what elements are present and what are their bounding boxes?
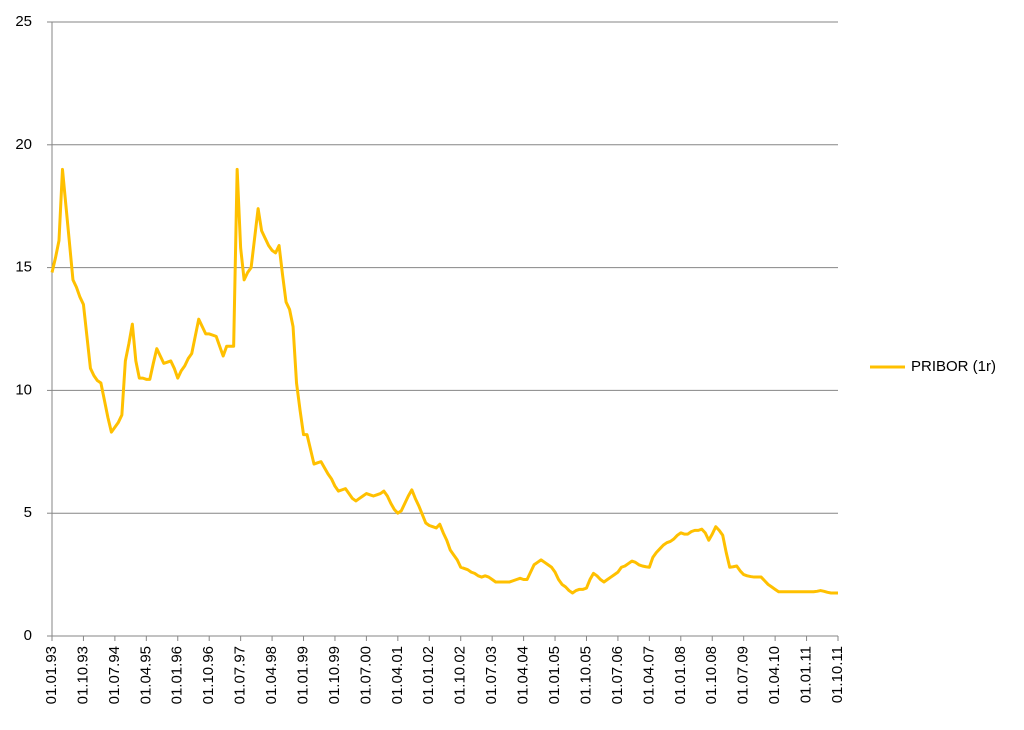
- x-tick-label: 01.10.02: [452, 646, 469, 704]
- x-tick-label: 01.04.95: [137, 646, 154, 704]
- x-tick-label: 01.10.93: [74, 646, 91, 704]
- x-tick-label: 01.07.97: [232, 646, 249, 704]
- x-tick-label: 01.07.00: [357, 646, 374, 704]
- x-tick-label: 01.10.96: [200, 646, 217, 704]
- x-tick-label: 01.01.08: [672, 646, 689, 704]
- x-tick-label: 01.10.05: [577, 646, 594, 704]
- x-tick-label: 01.07.94: [106, 646, 123, 704]
- x-tick-label: 01.04.04: [515, 646, 532, 704]
- x-tick-label: 01.07.03: [483, 646, 500, 704]
- y-tick-label: 5: [24, 504, 32, 521]
- y-tick-label: 20: [15, 136, 32, 153]
- x-tick-label: 01.04.07: [640, 646, 657, 704]
- y-tick-label: 15: [15, 259, 32, 276]
- x-tick-label: 01.10.99: [326, 646, 343, 704]
- y-tick-label: 10: [15, 381, 32, 398]
- x-tick-label: 01.01.96: [169, 646, 186, 704]
- x-tick-label: 01.04.01: [389, 646, 406, 704]
- y-tick-label: 25: [15, 13, 32, 30]
- x-tick-label: 01.10.11: [829, 646, 846, 703]
- x-tick-label: 01.01.11: [798, 646, 815, 703]
- x-tick-label: 01.10.08: [703, 646, 720, 704]
- x-tick-label: 01.01.05: [546, 646, 563, 704]
- x-tick-label: 01.01.99: [294, 646, 311, 704]
- x-tick-label: 01.07.06: [609, 646, 626, 704]
- x-tick-label: 01.01.02: [420, 646, 437, 704]
- x-tick-label: 01.07.09: [735, 646, 752, 704]
- x-tick-label: 01.04.10: [766, 646, 783, 704]
- x-tick-label: 01.01.93: [43, 646, 60, 704]
- x-tick-label: 01.04.98: [263, 646, 280, 704]
- data-line: [50, 167, 838, 595]
- y-tick-label: 0: [24, 627, 32, 644]
- legend-label: PRIBOR (1r): [911, 358, 996, 375]
